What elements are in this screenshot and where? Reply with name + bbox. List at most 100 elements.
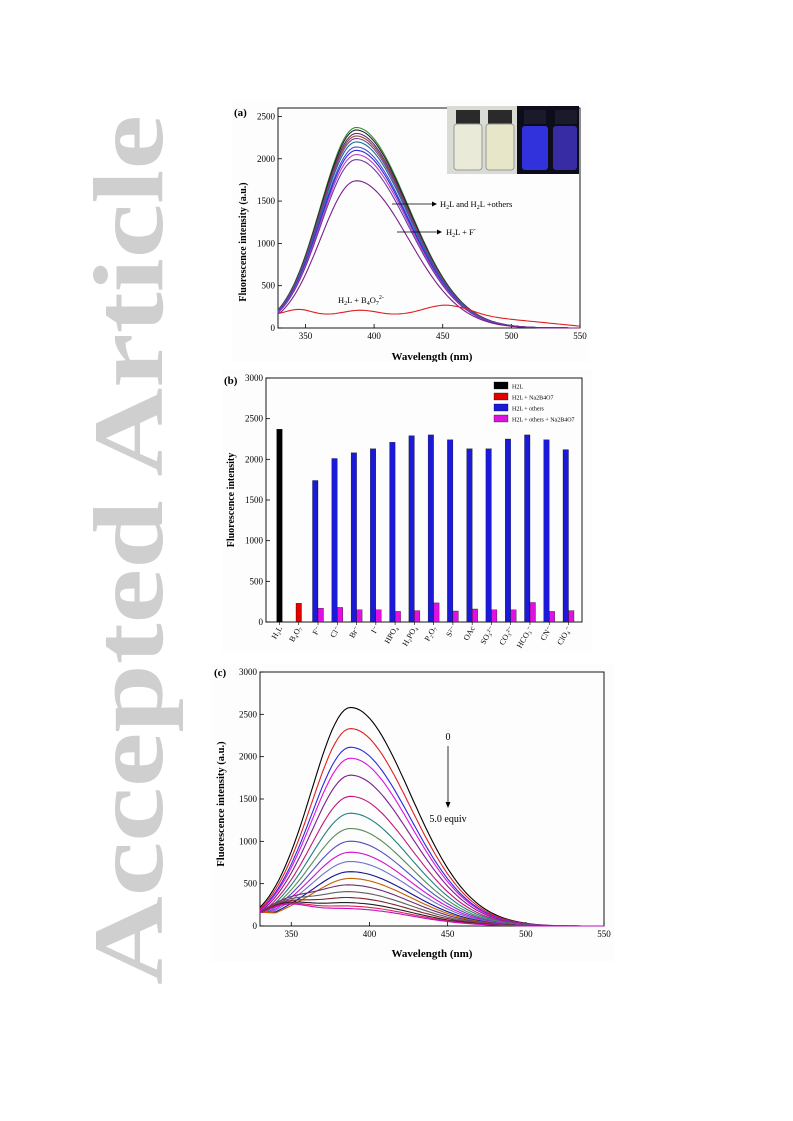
annotation-h2l-f: H2L + F-	[446, 227, 476, 239]
spectrum-line-a-7	[277, 146, 580, 329]
chart-c-ytick-label: 2500	[239, 709, 258, 719]
category-label: CO₃²⁻	[497, 625, 515, 647]
spectrum-line-c-16	[259, 896, 604, 927]
chart-b-ytick-label: 2000	[245, 454, 264, 464]
legend-label: H2L + Na2B4O7	[512, 396, 554, 402]
panel-b: (b) Fluorescence intensity 0 500 1000 1500 2…	[222, 370, 592, 652]
bar-HPO4-3	[389, 442, 396, 623]
chart-c: (c) Fluorescence intensity (a.u.) Wavele…	[214, 667, 611, 960]
legend-label: H2L	[512, 385, 523, 391]
chart-c-ytick-label: 500	[244, 879, 258, 889]
spectrum-line-c-19	[259, 903, 604, 927]
bar-H2PO4-4	[414, 610, 421, 623]
panel-c: (c) Fluorescence intensity (a.u.) Wavele…	[212, 664, 614, 962]
spectrum-line-c-5	[259, 774, 604, 927]
category-label: CN⁻	[539, 625, 554, 643]
category-label: P₂O₇	[423, 624, 439, 642]
bar-SO3-3	[485, 448, 492, 623]
bar-CN-4	[549, 611, 555, 623]
bar-CN-3	[543, 439, 550, 623]
chart-c-xtick-label: 350	[285, 929, 299, 939]
category-label: S²⁻	[444, 625, 457, 639]
chart-c-xtick-label: 500	[519, 929, 533, 939]
panel-a: (a) Fluorescence intensity (a.u.) Wavele…	[232, 100, 588, 363]
panel-c-label: (c)	[214, 667, 227, 679]
chart-a-ytick-label: 1000	[257, 238, 276, 248]
bar-P2O7-4	[433, 602, 440, 623]
vial-photo-inset	[447, 106, 579, 174]
bar-S-4	[452, 610, 459, 623]
bar-HCO3-4	[529, 602, 536, 623]
legend-b: H2L H2L + Na2B4O7 H2L + others H2L + others…	[493, 381, 575, 424]
panel-a-xlabel: Wavelength (nm)	[392, 351, 473, 362]
chart-c-ytick-label: 3000	[239, 667, 258, 677]
category-label: SO₃²⁻	[479, 625, 497, 647]
chart-b-ytick-label: 2500	[245, 414, 264, 424]
chart-a-ytick-label: 500	[262, 281, 276, 291]
category-label: Br⁻	[347, 625, 361, 640]
spectrum-line-c-3	[259, 746, 604, 927]
chart-b-ytick-label: 0	[259, 617, 264, 627]
bar-CO3-4	[510, 609, 517, 623]
chart-a-ytick-label: 2500	[257, 111, 276, 121]
spectrum-line-a-8	[277, 149, 580, 329]
bar-Br-3	[350, 452, 357, 623]
bar-H2PO4-3	[408, 435, 415, 623]
category-label: HCO₃⁻	[515, 625, 535, 650]
bar-Cl-4	[337, 607, 343, 623]
category-label: HPO₄	[383, 624, 400, 645]
category-label: I⁻	[369, 625, 380, 635]
spectrum-line-a-9	[277, 154, 580, 329]
chart-a-xtick-label: 350	[299, 331, 313, 341]
bar-B4O7-2	[295, 603, 302, 623]
panel-c-ylabel: Fluorescence intensity (a.u.)	[216, 741, 227, 867]
bar-F-4	[317, 608, 324, 623]
legend-label: H2L + others + Na2B4O7	[512, 418, 575, 424]
annotation-h2l-others: H2L and H2L +others	[440, 199, 512, 211]
bar-I-4	[375, 609, 382, 623]
bar-Cl-3	[331, 458, 338, 623]
vial-4	[555, 110, 577, 124]
category-label: ClO₄⁻	[555, 625, 573, 647]
bar-F-3	[312, 480, 319, 623]
bar-S-3	[447, 439, 454, 623]
panel-c-xlabel: Wavelength (nm)	[392, 948, 473, 960]
chart-a: (a) Fluorescence intensity (a.u.) Wavele…	[234, 106, 587, 363]
bar-CO3-3	[505, 438, 511, 623]
category-label: B₄O₇	[287, 624, 303, 643]
bar-H2L-1	[276, 429, 283, 623]
legend-swatch	[493, 403, 509, 412]
chart-b-ytick-label: 500	[250, 576, 264, 586]
chart-c-xtick-label: 450	[441, 929, 455, 939]
chart-b-ytick-label: 3000	[245, 373, 264, 383]
bar-Br-4	[356, 609, 363, 623]
spectrum-line-a-10	[277, 159, 580, 329]
arrow-end-label: 5.0 equiv	[429, 814, 466, 825]
chart-c-ytick-label: 2000	[239, 752, 258, 762]
chart-a-xtick-label: 550	[573, 331, 587, 341]
category-label: F⁻	[311, 625, 323, 637]
bar-ClO4-4	[568, 610, 575, 623]
legend-label: H2L + others	[512, 407, 544, 413]
chart-b-ytick-label: 1500	[245, 495, 264, 505]
chart-c-ytick-label: 1000	[239, 836, 258, 846]
chart-b-ytick-label: 1000	[245, 536, 264, 546]
bar-P2O7-3	[427, 434, 434, 623]
annotation-h2l-borate: H2L + B4O72-	[338, 295, 384, 307]
spectrum-line-c-17	[259, 901, 604, 927]
bar-SO3-4	[491, 609, 498, 623]
legend-swatch	[493, 414, 509, 423]
panel-a-ylabel: Fluorescence intensity (a.u.)	[238, 182, 249, 301]
bar-OAc-4	[472, 608, 478, 623]
category-label: H₂L	[270, 624, 285, 640]
chart-b: (b) Fluorescence intensity 0 500 1000 1500 2…	[224, 373, 583, 650]
panel-b-label: (b)	[224, 375, 238, 387]
bar-HCO3-3	[524, 434, 531, 623]
bar-OAc-3	[466, 448, 473, 623]
vial-3	[524, 110, 546, 124]
panel-a-label: (a)	[234, 107, 247, 119]
chart-a-plot-frame	[277, 107, 581, 329]
bar-I-3	[370, 448, 376, 623]
chart-a-ytick-label: 2000	[257, 154, 276, 164]
category-label: Cl⁻	[328, 625, 342, 640]
